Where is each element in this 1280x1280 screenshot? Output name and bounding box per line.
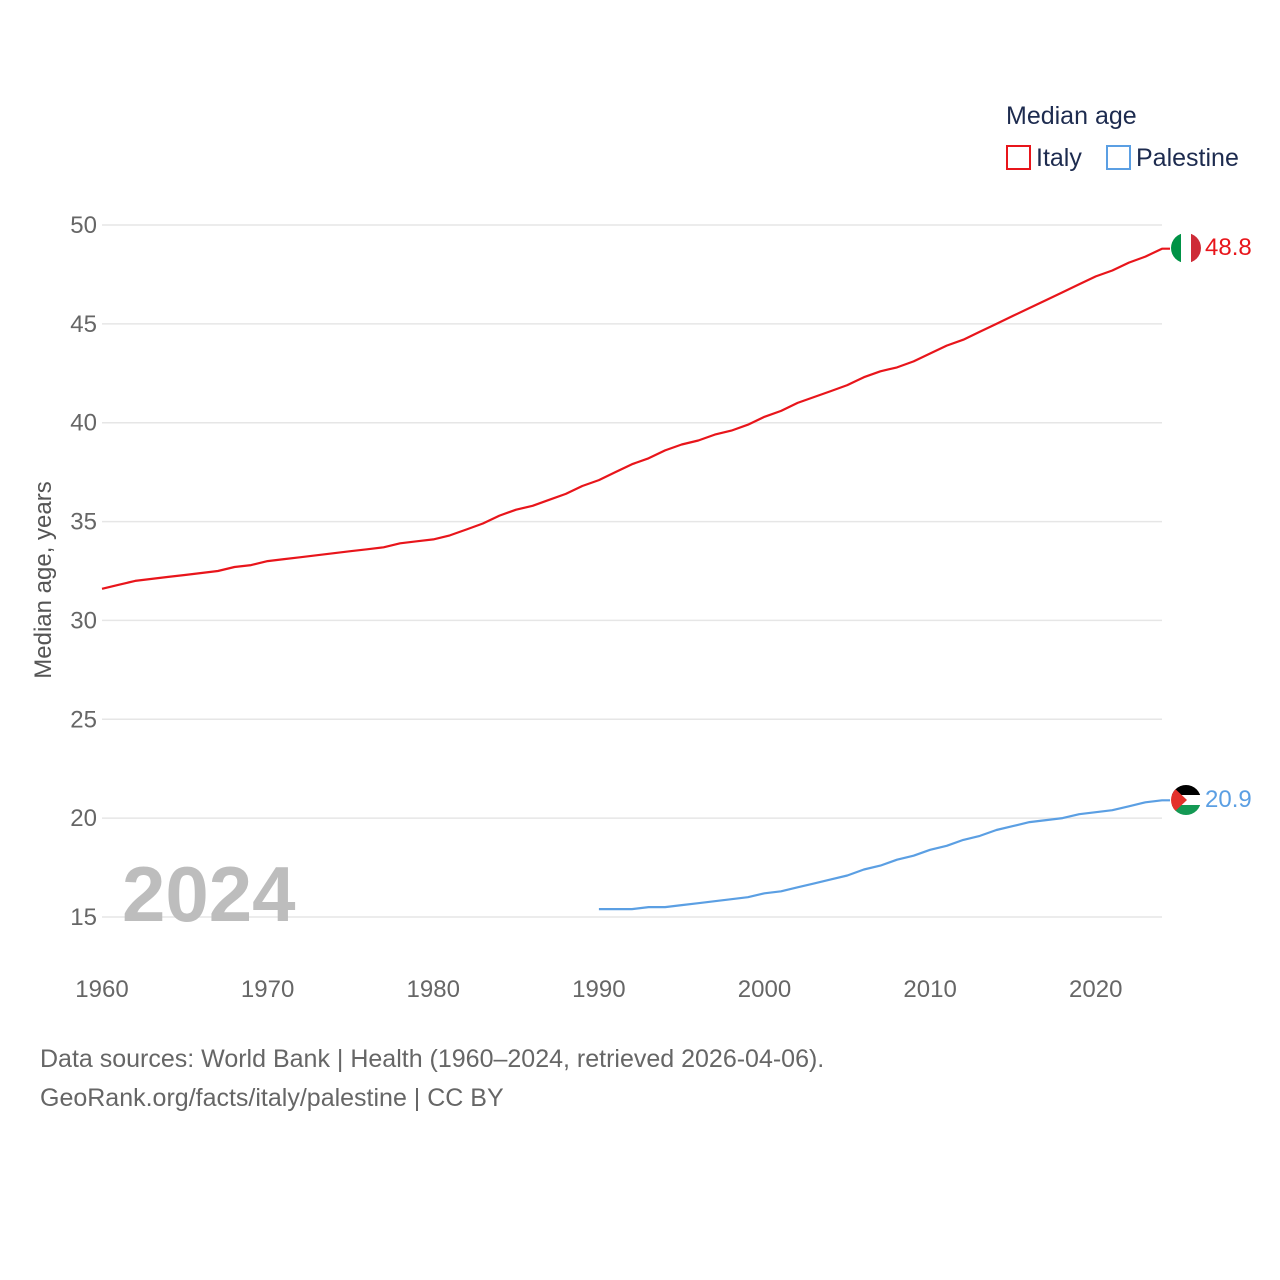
series-line-italy: [101, 247, 1170, 590]
footer-sources: Data sources: World Bank | Health (1960–…: [40, 1045, 825, 1073]
y-axis-ticks: 15 20 25 30 35 40 45 50: [70, 212, 97, 931]
y-tick-label: 25: [70, 706, 97, 733]
legend-swatch-palestine[interactable]: [1106, 145, 1131, 170]
x-tick-label: 1960: [75, 976, 128, 1003]
italy-flag-icon: [1171, 233, 1201, 263]
x-tick-label: 2010: [903, 976, 956, 1003]
x-tick-label: 2020: [1069, 976, 1122, 1003]
x-tick-label: 1980: [407, 976, 460, 1003]
y-tick-label: 30: [70, 607, 97, 634]
legend-title: Median age: [1006, 102, 1137, 130]
x-tick-label: 1990: [572, 976, 625, 1003]
y-tick-label: 45: [70, 311, 97, 338]
y-tick-label: 40: [70, 410, 97, 437]
y-tick-label: 35: [70, 509, 97, 536]
series-line-palestine: [598, 799, 1170, 911]
gridlines: [102, 224, 1162, 918]
x-axis-ticks: 1960 1970 1980 1990 2000 2010 2020: [75, 976, 1122, 1003]
year-label: 2024: [122, 850, 296, 938]
legend-label-italy[interactable]: Italy: [1036, 144, 1082, 172]
legend-label-palestine[interactable]: Palestine: [1136, 144, 1239, 172]
legend-swatch-italy[interactable]: [1006, 145, 1031, 170]
palestine-end-label: 20.9: [1205, 786, 1252, 813]
italy-end-label: 48.8: [1205, 234, 1252, 261]
x-tick-label: 2000: [738, 976, 791, 1003]
y-axis-title: Median age, years: [30, 481, 57, 678]
palestine-flag-icon: [1171, 785, 1201, 815]
y-tick-label: 15: [70, 904, 97, 931]
x-tick-label: 1970: [241, 976, 294, 1003]
legend: Median age Italy Palestine: [1006, 102, 1239, 172]
series-lines: [101, 247, 1170, 911]
y-tick-label: 50: [70, 212, 97, 239]
footer-credit: GeoRank.org/facts/italy/palestine | CC B…: [40, 1084, 504, 1112]
y-tick-label: 20: [70, 805, 97, 832]
